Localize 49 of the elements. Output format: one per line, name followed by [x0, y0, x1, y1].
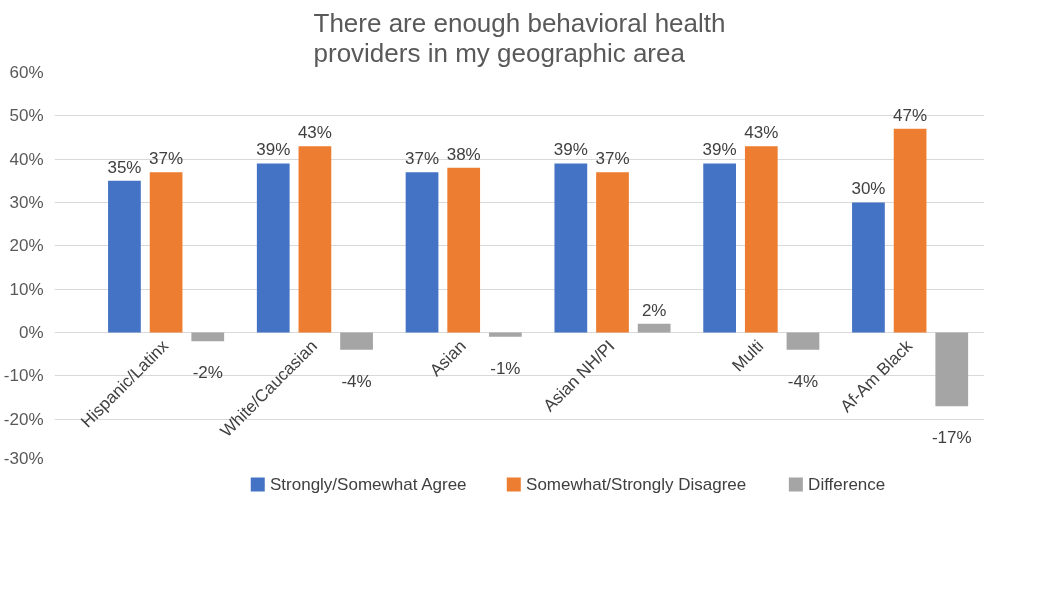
data-label: 37% — [405, 148, 440, 168]
data-label: 47% — [893, 105, 928, 125]
data-label: -17% — [931, 427, 972, 447]
bar — [340, 332, 373, 350]
data-label: -4% — [341, 371, 372, 391]
data-label: -1% — [490, 358, 521, 378]
data-label: 43% — [744, 122, 779, 142]
bar — [447, 167, 481, 333]
data-label: 38% — [446, 144, 481, 164]
bar — [893, 128, 927, 333]
y-tick-label: 30% — [9, 193, 44, 212]
y-tick-label: 10% — [9, 279, 44, 299]
bar — [554, 163, 588, 333]
bar — [149, 172, 183, 333]
y-tick-label: 40% — [9, 149, 44, 169]
data-label: 2% — [641, 300, 667, 320]
bar — [298, 146, 332, 333]
data-label: 39% — [553, 140, 588, 160]
y-tick-label: 20% — [9, 236, 44, 256]
legend-label: Difference — [808, 475, 886, 494]
legend-label: Strongly/Somewhat Agree — [270, 475, 467, 494]
bar — [935, 332, 969, 407]
data-label: 43% — [297, 122, 332, 142]
bar — [405, 172, 439, 333]
data-label: 37% — [595, 148, 630, 168]
data-label: 39% — [702, 140, 737, 160]
data-label: 37% — [149, 148, 184, 168]
y-tick-label: 50% — [9, 106, 44, 126]
bar — [596, 172, 629, 333]
y-tick-label: -10% — [3, 366, 44, 386]
y-tick-label: -20% — [3, 409, 44, 429]
data-label: 30% — [851, 179, 886, 199]
bar — [256, 163, 290, 333]
data-label: -4% — [787, 371, 819, 391]
bar — [191, 332, 225, 342]
bar — [637, 323, 671, 333]
bar — [852, 202, 885, 333]
y-tick-label: 0% — [18, 323, 44, 342]
bar — [744, 146, 778, 333]
bar — [703, 163, 736, 333]
data-label: 35% — [107, 157, 142, 177]
chart-title: There are enough behavioral health providers in my geographic area — [313, 7, 726, 68]
y-tick-label: 60% — [9, 63, 44, 82]
data-label: 39% — [256, 140, 291, 160]
bar — [786, 332, 820, 350]
bar — [489, 332, 522, 337]
bar — [108, 180, 141, 333]
y-tick-label: -30% — [3, 448, 44, 468]
legend-label: Somewhat/Strongly Disagree — [526, 475, 747, 494]
